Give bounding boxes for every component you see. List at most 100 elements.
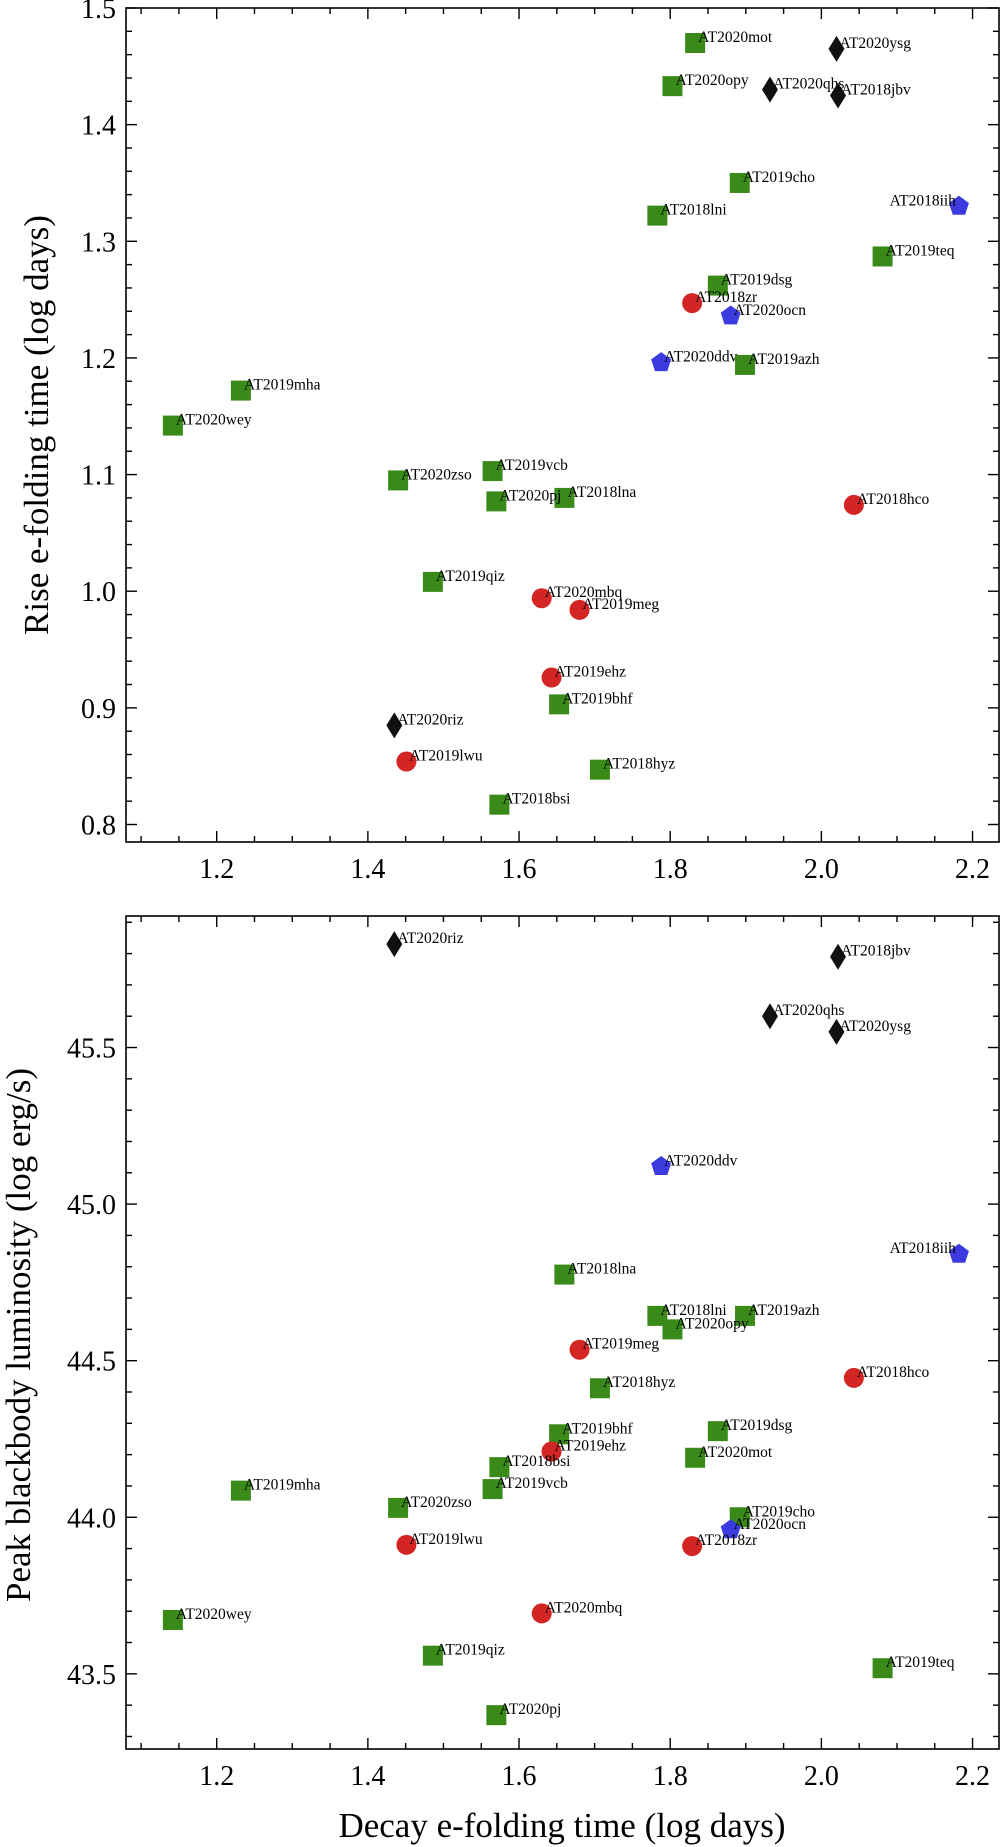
x-tick-label: 1.4 (350, 1761, 385, 1792)
circle-marker (682, 293, 703, 314)
square-marker (230, 1480, 251, 1501)
point-label: AT2019qiz (436, 1642, 505, 1659)
point-label: AT2020pj (499, 1701, 561, 1718)
point-label: AT2019teq (886, 1654, 955, 1671)
point-label: AT2020riz (397, 711, 463, 728)
point-label: AT2019ehz (555, 664, 627, 681)
point-label: AT2018bsi (502, 791, 571, 808)
square-marker (549, 694, 570, 715)
y-tick-label: 44.0 (67, 1503, 116, 1534)
point-label: AT2018bsi (502, 1453, 571, 1470)
square-marker (554, 487, 575, 508)
y-tick-label: 0.9 (81, 694, 116, 725)
rise-panel-tick-labels: 1.2 1.4 1.6 1.8 2.0 2.2 0.8 0.9 1.0 1.1 1.2 1.3 1.4 1… (81, 0, 990, 885)
diamond-marker (386, 712, 403, 739)
square-marker (735, 354, 756, 375)
point-label: AT2018hyz (603, 756, 675, 773)
x-axis-label: Decay e-folding time (log days) (338, 1806, 785, 1845)
point-label: AT2019meg (583, 596, 660, 613)
square-marker (486, 491, 507, 512)
point-label: AT2018jbv (841, 81, 911, 98)
rise-y-axis-label: Rise e-folding time (log days) (17, 215, 56, 635)
point-label: AT2020qhs (773, 1002, 844, 1019)
square-marker (589, 1378, 610, 1399)
point-label: AT2020ocn (734, 302, 807, 319)
y-tick-label: 45.5 (67, 1034, 116, 1065)
square-marker (422, 571, 443, 592)
square-marker (554, 1264, 575, 1285)
x-tick-label: 1.6 (502, 854, 537, 885)
point-label: AT2020opy (675, 1315, 748, 1332)
point-label: AT2019dsg (721, 1417, 793, 1434)
luminosity-panel-frame (125, 915, 1000, 1750)
diamond-marker (830, 82, 847, 109)
y-tick-label: 1.4 (81, 111, 116, 142)
circle-marker (396, 1534, 417, 1555)
point-label: AT2018iih (890, 192, 957, 209)
square-marker (489, 1457, 510, 1478)
point-label: AT2020qhs (773, 76, 844, 93)
pentagon-marker (720, 1519, 741, 1539)
point-label: AT2018zr (695, 1532, 758, 1549)
square-marker (662, 76, 683, 97)
square-marker (549, 1424, 570, 1445)
square-marker (486, 1705, 507, 1726)
y-tick-label: 43.5 (67, 1660, 116, 1691)
luminosity-y-axis-label: Peak blackbody luminosity (log erg/s) (0, 1068, 38, 1602)
circle-marker (541, 1441, 562, 1462)
square-marker (388, 470, 409, 491)
y-tick-label: 1.5 (81, 0, 116, 25)
point-label: AT2019bhf (562, 690, 633, 707)
point-label: AT2019teq (886, 242, 955, 259)
diamond-marker (828, 35, 845, 62)
rise-panel-frame (125, 7, 1000, 843)
point-label: AT2020ddv (664, 1153, 737, 1170)
y-tick-label: 44.5 (67, 1347, 116, 1378)
point-label: AT2019mha (244, 377, 321, 394)
point-label: AT2019bhf (562, 1420, 633, 1437)
point-label: AT2020ysg (839, 1018, 911, 1035)
point-label: AT2019azh (748, 351, 820, 368)
circle-marker (843, 494, 864, 515)
square-marker (729, 172, 750, 193)
x-tick-label: 1.6 (502, 1761, 537, 1792)
point-label: AT2018hco (857, 491, 930, 508)
diamond-marker (761, 1003, 778, 1030)
x-tick-label: 1.2 (199, 1761, 234, 1792)
point-label: AT2018lna (567, 1261, 636, 1278)
circle-marker (843, 1367, 864, 1388)
point-label: AT2020pj (499, 487, 561, 504)
luminosity-panel-ticks (126, 916, 999, 1749)
y-tick-label: 1.1 (81, 461, 116, 492)
point-label: AT2019vcb (496, 1475, 569, 1492)
point-label: AT2020zso (401, 1494, 472, 1511)
square-marker (162, 415, 183, 436)
square-marker (162, 1609, 183, 1630)
point-label: AT2020mbq (545, 584, 623, 601)
square-marker (872, 1658, 893, 1679)
point-label: AT2019lwu (409, 1531, 482, 1548)
point-label: AT2020opy (675, 72, 748, 89)
point-label: AT2019qiz (436, 568, 505, 585)
point-label: AT2020ddv (664, 349, 737, 366)
square-marker (707, 275, 728, 296)
square-marker (872, 246, 893, 267)
square-marker (735, 1305, 756, 1326)
point-label: AT2018iih (890, 1240, 957, 1257)
square-marker (422, 1645, 443, 1666)
square-marker (685, 32, 706, 53)
point-label: AT2018zr (695, 289, 758, 306)
x-tick-label: 1.8 (653, 1761, 688, 1792)
circle-marker (541, 667, 562, 688)
square-marker (647, 205, 668, 226)
circle-marker (531, 588, 552, 609)
point-label: AT2020riz (397, 930, 463, 947)
square-marker (482, 1479, 503, 1500)
circle-marker (569, 1339, 590, 1360)
x-tick-label: 1.8 (653, 854, 688, 885)
y-tick-label: 0.8 (81, 811, 116, 842)
y-tick-label: 45.0 (67, 1190, 116, 1221)
